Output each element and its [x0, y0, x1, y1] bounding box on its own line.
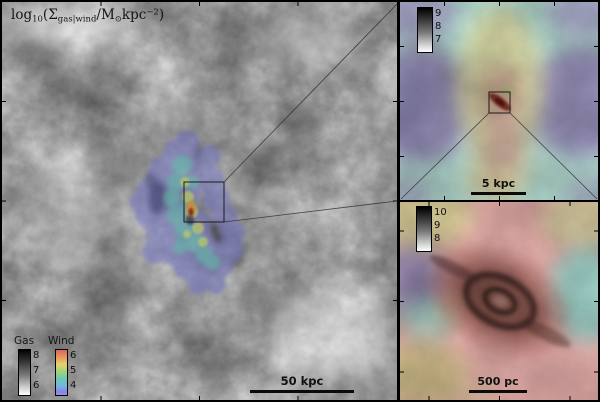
title-sigma: Σ	[48, 7, 58, 23]
zoom2-scalebar	[469, 390, 527, 393]
zoom2-colorbar	[416, 206, 432, 252]
zoom-region-box	[183, 181, 225, 223]
zoom1-scalebar	[471, 192, 526, 195]
zoom-connector-bottom	[223, 200, 397, 223]
colorbar-tick-label: 8	[33, 350, 40, 361]
zoom2-scalebar-label: 500 pc	[477, 375, 519, 388]
dark-filaments	[22, 48, 340, 343]
colorbar-tick-label: 8	[435, 21, 442, 32]
title-unit: kpc	[121, 7, 147, 23]
title-slash: /	[96, 7, 101, 23]
zoom1-region-box	[488, 91, 511, 114]
colorbar-tick-label: 6	[70, 350, 77, 361]
wind-overlay	[129, 131, 245, 295]
zoom1-connector-right	[509, 112, 598, 200]
title-log-sub: 10	[32, 14, 43, 25]
title-open: (	[42, 7, 49, 23]
main-gas-map-panel: log10(Σgas|wind/M⊙kpc−2) Gas 8 7 6 Wind …	[2, 2, 397, 400]
colorbar-tick-label: 9	[434, 220, 441, 231]
gas-map-art	[2, 2, 397, 400]
legend-gas-colorbar	[18, 349, 31, 396]
zoom-panel-5kpc: 9 8 7 5 kpc	[400, 2, 598, 200]
zoom2-art	[400, 202, 598, 400]
title-unit-sup: −2	[146, 7, 159, 18]
main-scalebar-label: 50 kpc	[280, 374, 324, 388]
main-scalebar	[250, 390, 354, 393]
figure-title: log10(Σgas|wind/M⊙kpc−2)	[11, 7, 164, 25]
legend-wind-colorbar	[55, 349, 68, 396]
title-mass-sub: ⊙	[114, 14, 122, 25]
light-patches	[2, 2, 394, 384]
title-sigma-sub: gas|wind	[57, 14, 97, 25]
colorbar-tick-label: 9	[435, 8, 442, 19]
zoom1-colorbar	[417, 7, 433, 53]
colorbar-tick-label: 10	[434, 207, 447, 218]
title-log: log	[11, 7, 33, 23]
zoom1-scalebar-label: 5 kpc	[481, 177, 516, 190]
legend-gas-label: Gas	[14, 335, 35, 347]
zoom1-axis-ticks	[400, 2, 598, 200]
title-mass: M	[100, 7, 115, 23]
colorbar-tick-label: 8	[434, 233, 441, 244]
colorbar-tick-label: 5	[70, 365, 77, 376]
colorbar-tick-label: 4	[70, 380, 77, 391]
zoom-connector-top	[223, 3, 397, 183]
zoom2-noise-texture	[400, 202, 598, 400]
wind-overlay-dark-pinch	[186, 215, 194, 225]
legend-wind-label: Wind	[48, 335, 75, 347]
wind-overlay-red-core	[188, 208, 194, 216]
zoom2-axis-ticks	[400, 202, 598, 400]
colorbar-tick-label: 7	[33, 365, 40, 376]
colorbar-tick-label: 6	[33, 380, 40, 391]
zoom1-art	[400, 2, 598, 200]
zoom-panel-500pc: 10 9 8 500 pc	[400, 202, 598, 400]
title-close: )	[158, 7, 165, 23]
colorbar-tick-label: 7	[435, 34, 442, 45]
zoom1-connector-left	[400, 112, 490, 200]
